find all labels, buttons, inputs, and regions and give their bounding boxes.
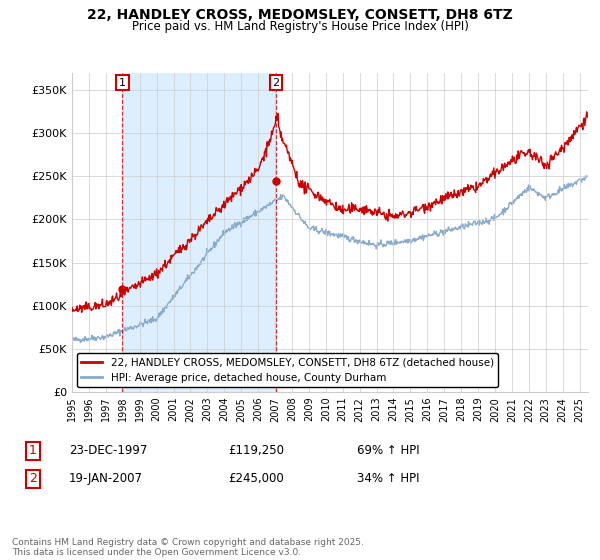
Text: 1: 1	[119, 78, 126, 87]
Text: 23-DEC-1997: 23-DEC-1997	[69, 444, 148, 458]
Legend: 22, HANDLEY CROSS, MEDOMSLEY, CONSETT, DH8 6TZ (detached house), HPI: Average pr: 22, HANDLEY CROSS, MEDOMSLEY, CONSETT, D…	[77, 353, 498, 387]
Text: Price paid vs. HM Land Registry's House Price Index (HPI): Price paid vs. HM Land Registry's House …	[131, 20, 469, 32]
Text: 19-JAN-2007: 19-JAN-2007	[69, 472, 143, 486]
Text: 2: 2	[272, 78, 280, 87]
Text: 69% ↑ HPI: 69% ↑ HPI	[357, 444, 419, 458]
Text: 2: 2	[29, 472, 37, 486]
Text: £119,250: £119,250	[228, 444, 284, 458]
Text: 22, HANDLEY CROSS, MEDOMSLEY, CONSETT, DH8 6TZ: 22, HANDLEY CROSS, MEDOMSLEY, CONSETT, D…	[87, 8, 513, 22]
Text: 34% ↑ HPI: 34% ↑ HPI	[357, 472, 419, 486]
Bar	[122, 73, 276, 392]
Text: £245,000: £245,000	[228, 472, 284, 486]
Text: Contains HM Land Registry data © Crown copyright and database right 2025.
This d: Contains HM Land Registry data © Crown c…	[12, 538, 364, 557]
Text: 1: 1	[29, 444, 37, 458]
